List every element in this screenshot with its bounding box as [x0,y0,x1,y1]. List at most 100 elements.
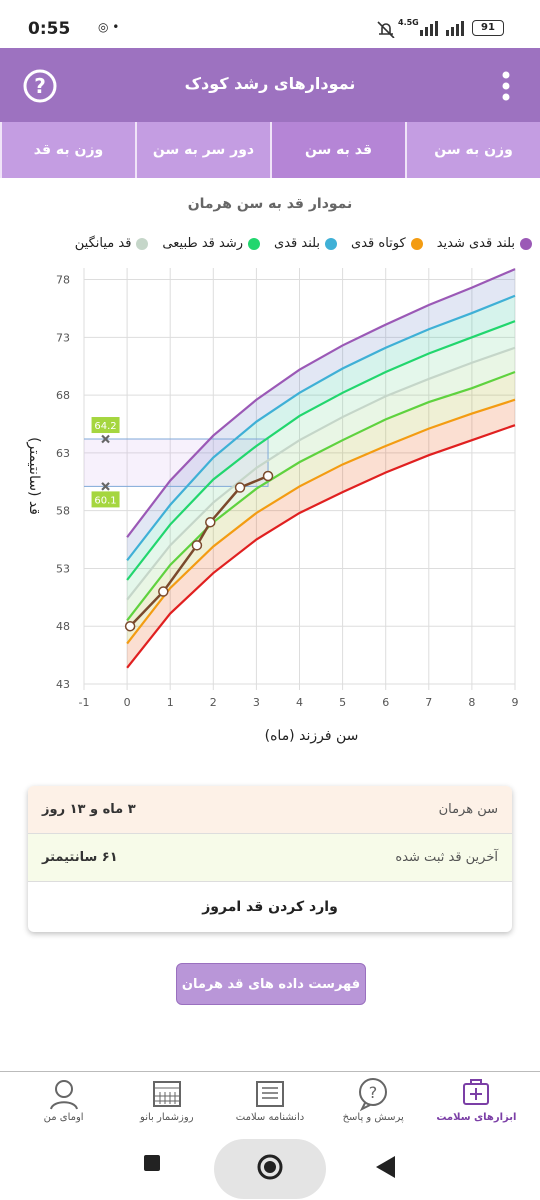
legend-label: کوتاه قدی [351,236,406,251]
legend-item: بلند قدی [274,236,338,251]
y-tick-label: 63 [56,447,70,460]
y-axis-label: قد (سانتیمتر) [26,437,42,515]
band [127,269,515,561]
chart-title: نمودار قد به سن هرمان [187,196,353,212]
tab-bar: وزن به سن قد به سن دور سر به سن وزن به قد [0,122,540,178]
icon-part [359,1078,388,1106]
legend-swatch [410,237,423,250]
info-rows: سن هرمان ۳ ماه و ۱۳ روز آخرین قد ثبت شده ۶۱… [28,786,512,882]
series-line [126,424,516,669]
icon-part [359,1102,371,1112]
legend-item: رشد قد طبیعی [162,236,261,251]
back-button[interactable] [376,1156,395,1178]
y-tick-label: 53 [56,562,70,575]
marker [101,482,110,491]
info-value: ۶۱ سانتیمتر [42,850,118,865]
info-label: سن هرمان [438,802,498,817]
legend-label: بلند قدی شدید [436,236,515,251]
y-tick-label: 78 [56,274,70,287]
nav-icon: ? [359,1078,388,1112]
tab[interactable]: وزن به قد [0,122,135,178]
app-bar: ? نمودارهای رشد کودک [0,48,540,122]
data-point [234,482,246,493]
legend-swatch [136,237,149,250]
home-dot [264,1161,276,1173]
x-tick-label: 9 [512,696,519,709]
x-tick-label: 6 [382,696,389,709]
info-row: آخرین قد ثبت شده ۶۱ سانتیمتر [28,834,512,882]
network: 4.5G [398,18,419,27]
legend-swatch [520,237,532,250]
recent-button[interactable] [144,1155,160,1171]
legend-swatch [325,237,338,250]
series-line [126,268,516,538]
list-button[interactable]: فهرست داده های قد هرمان [176,963,366,1005]
data-point [191,540,203,551]
icon-part [49,1101,78,1110]
band [127,347,515,621]
guide-box [84,439,269,487]
nav-item[interactable]: ? پرسش و پاسخ [322,1072,425,1135]
data-point [158,586,169,597]
x-tick-label: 5 [339,696,346,709]
series-line [126,320,516,581]
bands [127,269,515,668]
band [127,347,515,621]
icon-part [153,1087,180,1104]
system-nav [144,1139,395,1199]
legend-item: بلند قدی شدید [437,236,532,251]
nav-icon [256,1081,284,1107]
band [127,372,515,644]
y-tick-label: 73 [56,331,70,344]
help-button[interactable]: ? [22,68,58,104]
band [127,372,515,644]
data-point [124,620,136,632]
data-point [262,470,274,482]
series-line [126,294,516,562]
tab[interactable]: قد به سن [270,122,405,178]
x-axis-label: سن فرزند (ماه) [265,728,359,744]
info-label: آخرین قد ثبت شده [395,850,498,865]
nav-item[interactable]: اومای من [12,1072,115,1135]
nav-label: دانشنامه سلامت [235,1112,305,1123]
nav-label: اومای من [43,1112,84,1123]
icon-part [152,1081,181,1107]
x-tick-label: 3 [253,696,260,709]
nav-label: ابزارهای سلامت [436,1112,517,1123]
marker-label: 60.1 [94,495,116,506]
legend-item: قد میانگین [75,236,149,251]
series-line [126,398,516,645]
nav-label: روزشمار بانو [140,1112,194,1123]
icon-part [463,1083,490,1105]
y-tick-label: 58 [56,505,70,518]
x-tick-label: 7 [425,696,432,709]
nav-item[interactable]: روزشمار بانو [115,1072,218,1135]
enter-height-button[interactable]: وارد کردن قد امروز [202,899,338,915]
x-tick-label: 4 [296,696,303,709]
legend-label: قد میانگین [74,236,132,251]
series-line [126,370,516,622]
x-tick-label: 1 [167,696,174,709]
tab[interactable]: وزن به سن [405,122,540,178]
home-button[interactable] [257,1154,283,1180]
svg-text:?: ? [34,74,46,98]
y-tick-label: 43 [56,678,70,691]
app-title: نمودارهای رشد کودک [184,74,356,93]
menu-button[interactable] [500,70,512,104]
nav-icon [463,1079,490,1105]
nav-item[interactable]: دانشنامه سلامت [218,1072,321,1135]
battery: 91 [472,20,504,36]
y-tick-label: 48 [56,620,70,633]
legend-swatch [248,237,261,250]
info-row: سن هرمان ۳ ماه و ۱۳ روز [28,786,512,834]
band [127,321,515,600]
clock: 0:55 [28,19,71,39]
x-tick-label: -1 [79,696,90,709]
tab[interactable]: دور سر به سن [135,122,270,178]
band [127,321,515,600]
nav-item[interactable]: ابزارهای سلامت [425,1072,528,1135]
nav-icon [152,1081,181,1107]
nav-label: پرسش و پاسخ [342,1112,404,1123]
mute-icon [377,21,395,38]
